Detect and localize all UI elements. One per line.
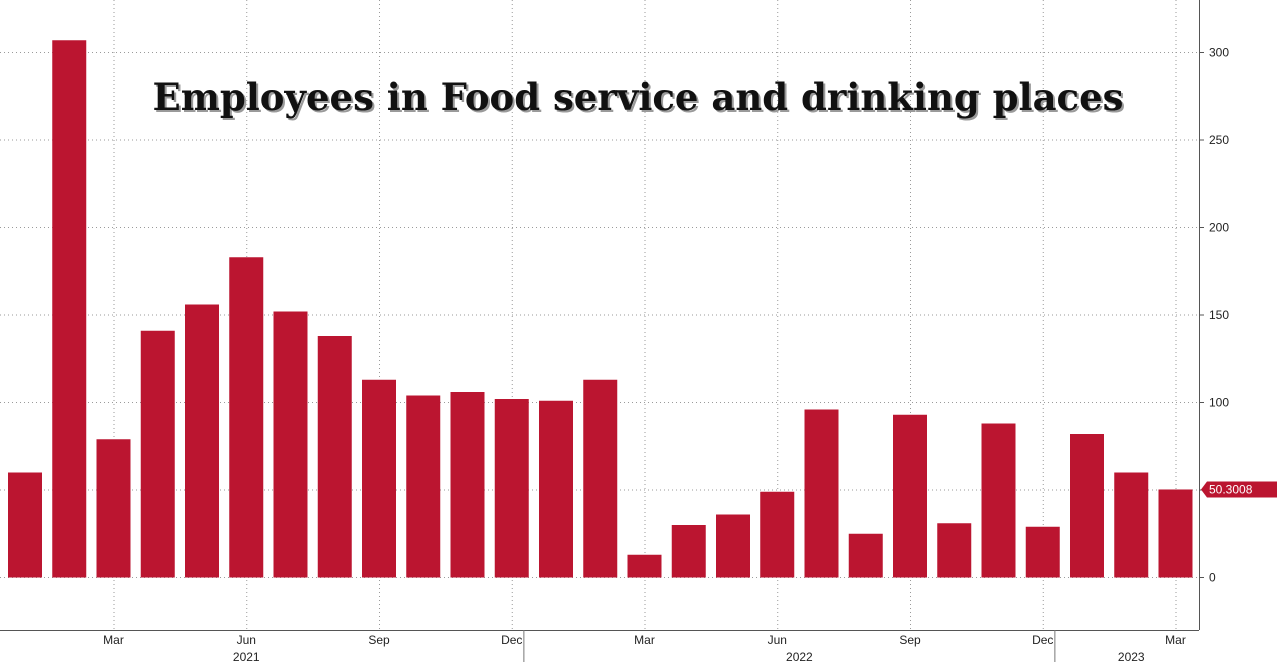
bar — [804, 409, 839, 578]
y-axis-labels: 050100150200250300 — [1209, 46, 1229, 585]
bar — [362, 379, 396, 578]
bar — [981, 423, 1016, 578]
bar — [539, 400, 573, 578]
x-month-label: Mar — [103, 633, 124, 647]
x-month-label: Mar — [634, 633, 655, 647]
bar — [185, 304, 219, 578]
bar — [848, 533, 883, 578]
x-month-label: Sep — [368, 633, 390, 647]
x-year-label: 2023 — [1118, 650, 1145, 662]
bar — [96, 439, 131, 578]
bar — [406, 395, 441, 578]
x-axis-labels: Mar Jun Sep Dec Mar Jun Sep Dec Mar 2021 2022 2023 — [103, 633, 1186, 662]
axes — [0, 0, 1204, 662]
bar — [671, 525, 706, 578]
x-month-label: Jun — [237, 633, 256, 647]
bar — [494, 399, 529, 578]
chart-title-shadow: Employees in Food service and drinking p… — [155, 77, 1126, 121]
last-value-label: 50.3008 — [1209, 482, 1253, 496]
x-month-label: Dec — [501, 633, 522, 647]
y-tick-label: 250 — [1209, 133, 1229, 147]
x-year-label: 2021 — [233, 650, 260, 662]
chart-title: Employees in Food service and drinking p… — [153, 75, 1124, 119]
bar — [627, 554, 662, 578]
bar — [716, 514, 750, 578]
bar — [8, 472, 42, 578]
bar — [229, 257, 264, 578]
bar — [1158, 489, 1193, 578]
y-tick-label: 0 — [1209, 571, 1216, 585]
bar — [52, 40, 87, 578]
bar — [937, 523, 972, 578]
x-month-label: Dec — [1032, 633, 1053, 647]
x-month-label: Sep — [899, 633, 921, 647]
bar — [760, 491, 795, 578]
y-tick-label: 200 — [1209, 221, 1229, 235]
y-tick-label: 150 — [1209, 308, 1229, 322]
last-value-badge — [1201, 481, 1277, 498]
bar — [583, 379, 618, 578]
bar — [893, 414, 927, 578]
bar — [1114, 472, 1149, 578]
bar — [273, 311, 308, 578]
bar — [140, 330, 175, 578]
x-year-label: 2022 — [786, 650, 813, 662]
bar — [1025, 526, 1060, 578]
x-month-label: Mar — [1165, 633, 1186, 647]
y-tick-label: 100 — [1209, 396, 1229, 410]
x-month-label: Jun — [768, 633, 787, 647]
last-value-marker: 50.3008 — [1201, 481, 1277, 498]
bar — [1070, 434, 1104, 578]
bar — [317, 336, 352, 578]
y-tick-label: 300 — [1209, 46, 1229, 60]
bar — [450, 392, 485, 578]
bars-group — [8, 40, 1193, 578]
